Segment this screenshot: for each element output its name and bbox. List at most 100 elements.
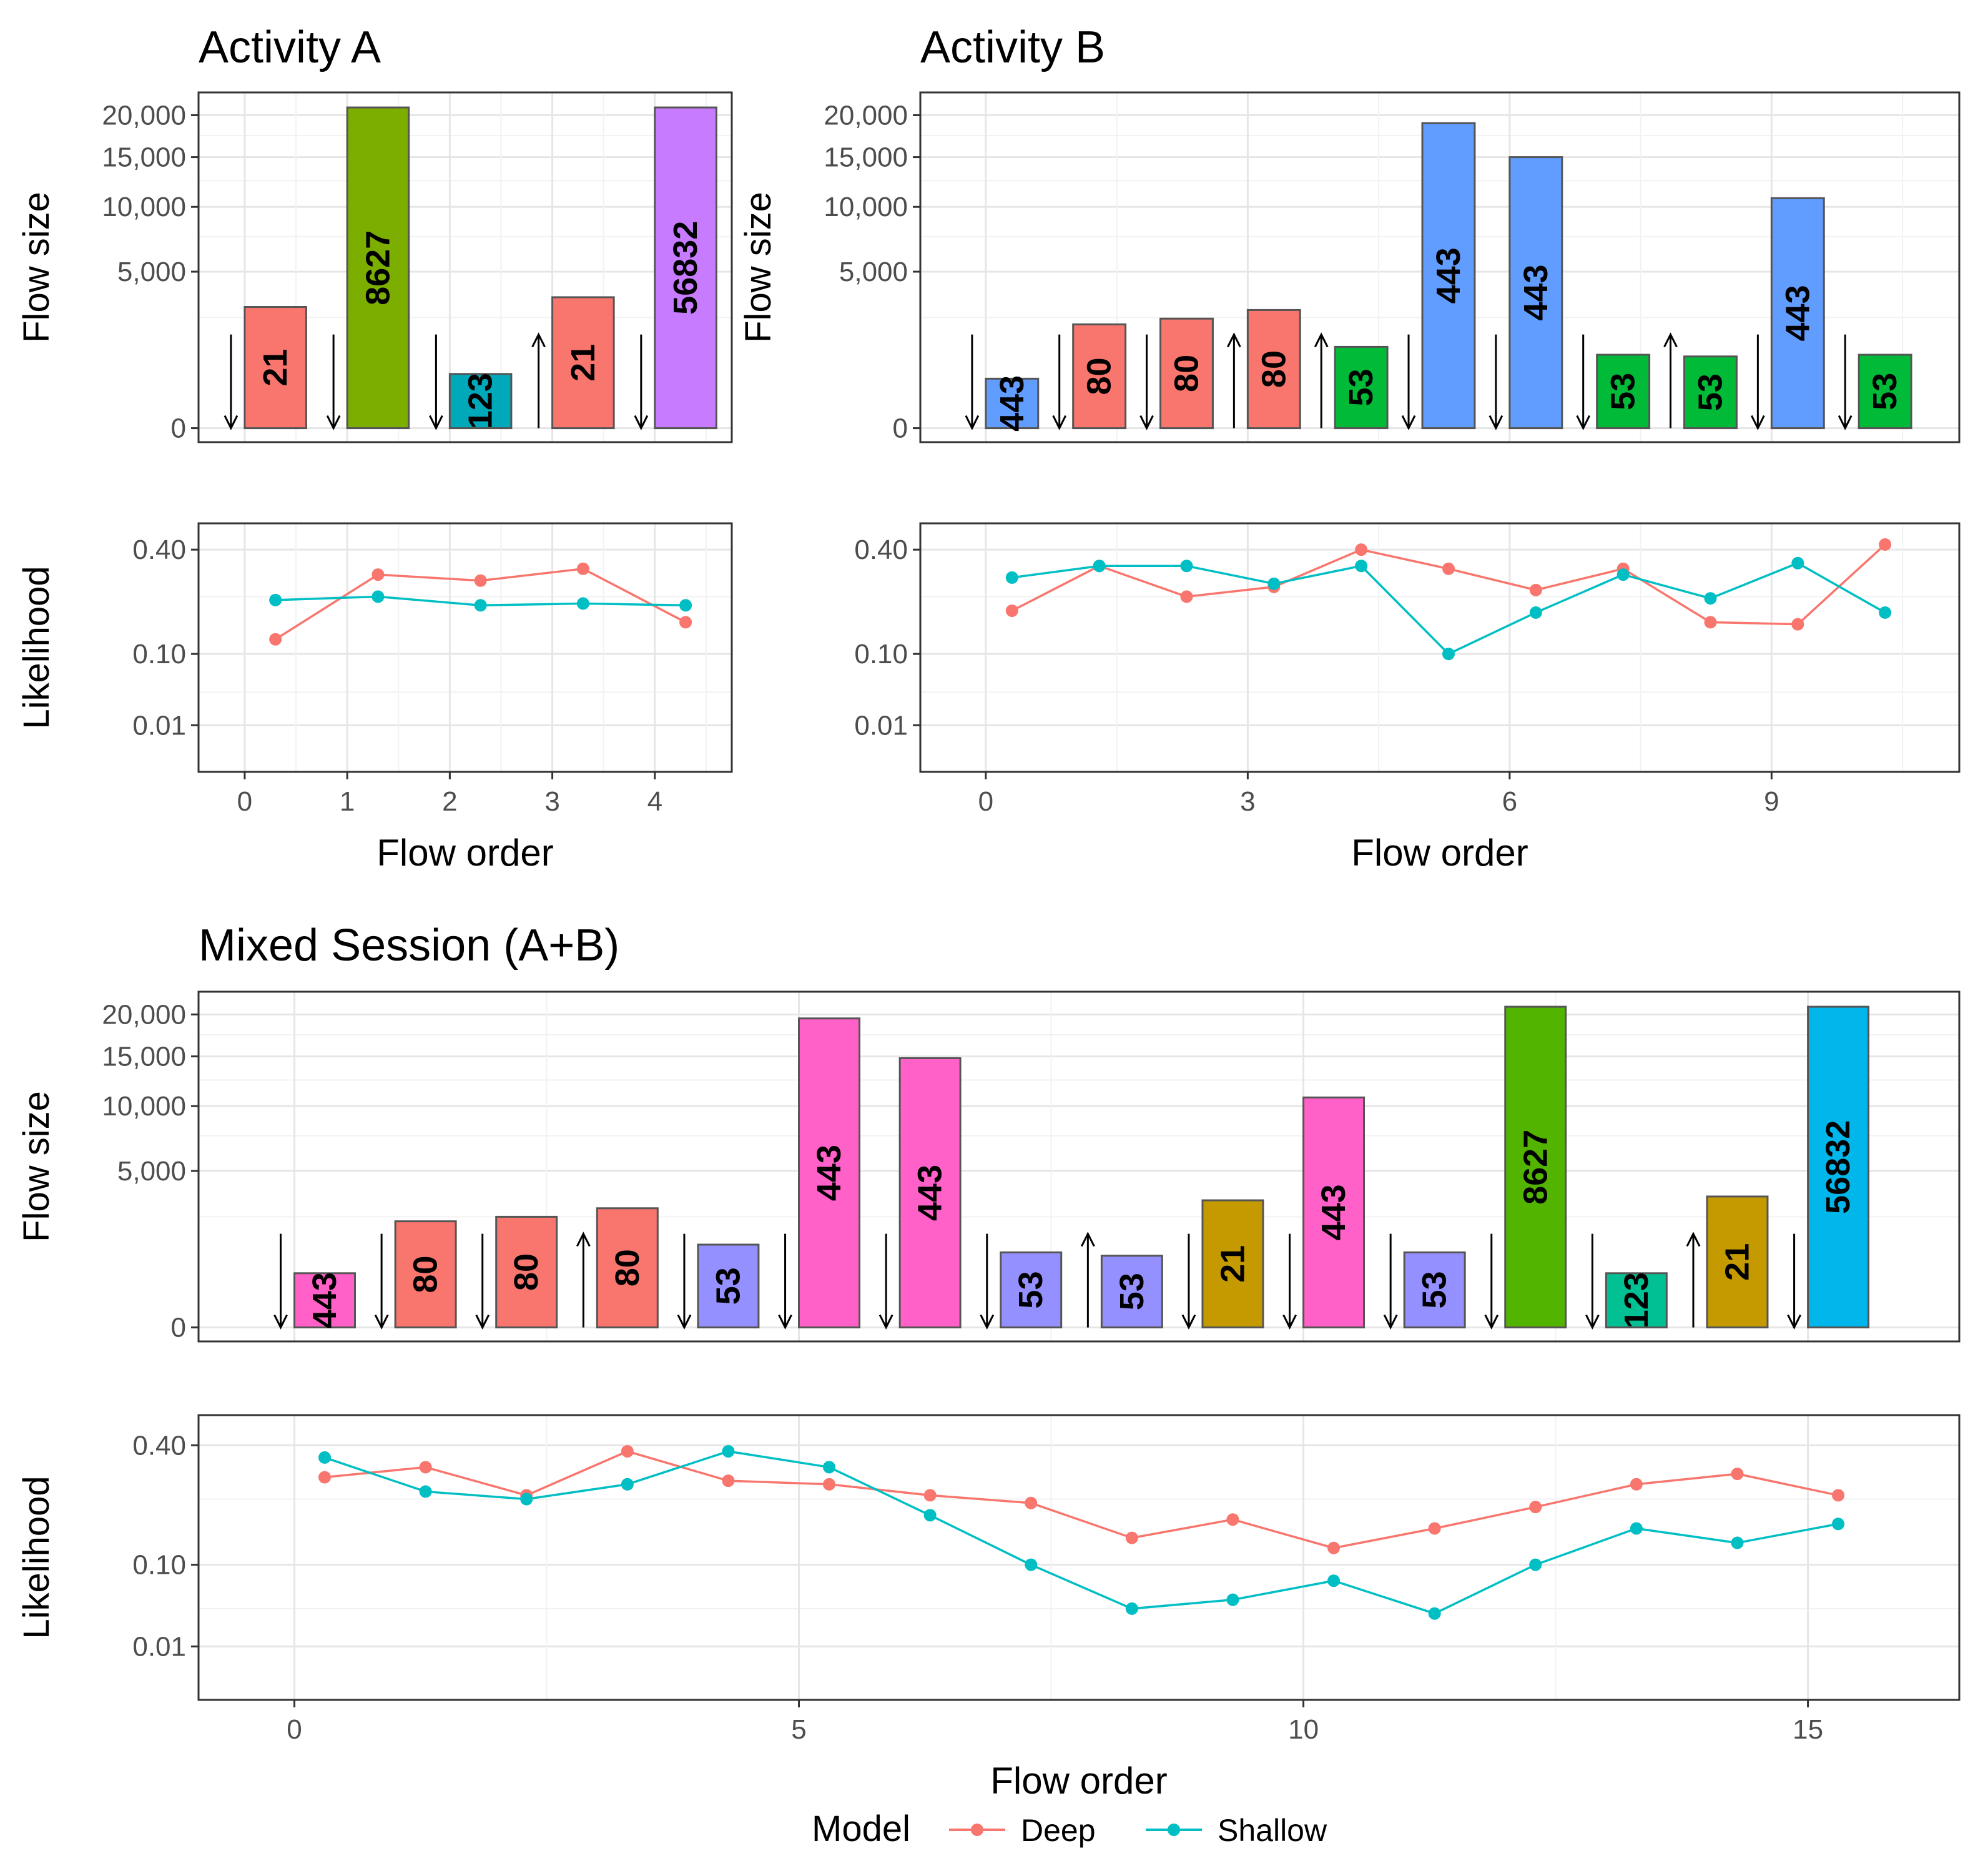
data-point-shallow bbox=[1529, 1558, 1542, 1571]
arrow-up-icon bbox=[531, 332, 546, 348]
y-tick-label: 0 bbox=[171, 413, 186, 444]
flow-bar bbox=[394, 1220, 457, 1329]
chart-title: Activity B bbox=[920, 22, 1105, 72]
x-tick-label: 2 bbox=[442, 786, 457, 817]
plot-border bbox=[197, 91, 733, 443]
arrow-up-icon bbox=[1081, 1232, 1095, 1247]
data-point-shallow bbox=[318, 1451, 332, 1464]
y-tick-label: 15,000 bbox=[102, 1042, 186, 1072]
arrow-down-icon bbox=[1751, 415, 1765, 430]
y-tick-label: 10,000 bbox=[824, 192, 908, 222]
arrow-down-icon bbox=[374, 1314, 389, 1330]
legend: Model Deep Shallow bbox=[812, 1809, 1327, 1849]
data-point-shallow bbox=[1180, 560, 1193, 573]
flow-bar bbox=[898, 1057, 962, 1329]
arrow-down-icon bbox=[1489, 415, 1503, 430]
y-axis-label: Likelihood bbox=[16, 1476, 57, 1639]
activityB-panel: 443 80 80 80 53 443 443 53 53 443 53 0 5,000 10,000 15… bbox=[738, 22, 1961, 444]
data-point-deep bbox=[1879, 538, 1892, 551]
bar-label: 443 bbox=[993, 375, 1031, 432]
mixed_lik-panel: 0.01 0.10 0.40 0 5 10 15 Flow order Likelihood bbox=[16, 1414, 1961, 1802]
data-point-shallow bbox=[1791, 556, 1804, 570]
y-tick-label: 0.10 bbox=[132, 639, 186, 669]
bar-label: 21 bbox=[1718, 1243, 1756, 1281]
bar-label: 443 bbox=[1517, 265, 1555, 321]
arrow-down-icon bbox=[1576, 415, 1591, 430]
legend-title: Model bbox=[812, 1809, 910, 1849]
data-point-deep bbox=[576, 562, 589, 575]
data-point-deep bbox=[679, 616, 692, 629]
flow-bar bbox=[1508, 156, 1563, 430]
flow-bar bbox=[1706, 1195, 1769, 1329]
bar-label: 443 bbox=[1779, 285, 1816, 341]
flow-bar bbox=[596, 1207, 659, 1329]
bar-label: 443 bbox=[912, 1165, 949, 1221]
bar-label: 80 bbox=[407, 1256, 445, 1293]
bar-label: 53 bbox=[1416, 1271, 1454, 1308]
arrow-up-icon bbox=[576, 1232, 591, 1247]
flow-bar bbox=[1072, 323, 1127, 430]
bar-label: 123 bbox=[462, 373, 499, 429]
y-tick-label: 10,000 bbox=[102, 192, 186, 222]
data-point-deep bbox=[1005, 604, 1018, 617]
series-line-deep bbox=[324, 1450, 1839, 1549]
data-point-shallow bbox=[269, 593, 282, 606]
data-point-deep bbox=[318, 1471, 332, 1484]
data-point-deep bbox=[474, 574, 487, 587]
y-tick-label: 10,000 bbox=[102, 1091, 186, 1122]
data-point-deep bbox=[1180, 590, 1193, 603]
data-point-shallow bbox=[372, 590, 385, 603]
data-point-deep bbox=[621, 1444, 634, 1458]
data-point-shallow bbox=[474, 599, 487, 612]
bar-label: 8627 bbox=[359, 230, 396, 305]
arrow-down-icon bbox=[224, 415, 239, 430]
plot-border bbox=[919, 522, 1961, 773]
bar-label: 53 bbox=[1605, 373, 1642, 410]
bar-label: 53 bbox=[709, 1267, 747, 1305]
x-axis-label: Flow order bbox=[376, 832, 553, 874]
data-point-shallow bbox=[1832, 1518, 1845, 1531]
x-axis-label: Flow order bbox=[1351, 832, 1528, 874]
y-tick-label: 0.10 bbox=[854, 639, 908, 669]
data-point-deep bbox=[372, 568, 385, 581]
flow-bar bbox=[1504, 1005, 1567, 1329]
flow-bar bbox=[1000, 1251, 1063, 1329]
x-tick-label: 4 bbox=[647, 786, 662, 817]
arrow-down-icon bbox=[965, 415, 980, 430]
flow-bar bbox=[1770, 197, 1825, 430]
data-point-deep bbox=[1832, 1489, 1845, 1502]
data-point-shallow bbox=[621, 1478, 634, 1491]
x-tick-label: 9 bbox=[1764, 786, 1779, 817]
arrow-down-icon bbox=[1838, 415, 1853, 430]
data-point-deep bbox=[1529, 583, 1542, 596]
flow-bar bbox=[1596, 353, 1651, 430]
flow-bar bbox=[448, 373, 513, 430]
y-tick-label: 0 bbox=[893, 413, 908, 444]
data-point-deep bbox=[1327, 1541, 1341, 1554]
y-tick-label: 20,000 bbox=[824, 100, 908, 131]
data-point-deep bbox=[1355, 543, 1368, 556]
arrow-up-icon bbox=[1227, 332, 1241, 348]
data-point-shallow bbox=[1125, 1602, 1138, 1615]
bar-label: 53 bbox=[1866, 373, 1904, 410]
y-tick-label: 0.01 bbox=[854, 710, 908, 741]
x-tick-label: 0 bbox=[237, 786, 252, 817]
data-point-shallow bbox=[1355, 560, 1368, 573]
data-point-shallow bbox=[1630, 1522, 1643, 1535]
series-line-shallow bbox=[324, 1450, 1839, 1615]
flow-bar bbox=[1683, 355, 1738, 430]
plot-background bbox=[199, 523, 732, 772]
bar-label: 53 bbox=[1342, 368, 1380, 406]
bar-label: 21 bbox=[257, 349, 294, 387]
data-point-deep bbox=[1226, 1513, 1239, 1526]
data-point-deep bbox=[1428, 1522, 1441, 1535]
arrow-down-icon bbox=[1787, 1314, 1801, 1330]
y-tick-label: 20,000 bbox=[102, 999, 186, 1030]
y-axis-label: Flow size bbox=[16, 1091, 57, 1242]
chart-title: Activity A bbox=[199, 22, 381, 72]
plot-background bbox=[199, 992, 1959, 1341]
data-point-deep bbox=[1529, 1501, 1542, 1514]
x-axis-label: Flow order bbox=[990, 1760, 1167, 1802]
arrow-down-icon bbox=[878, 1314, 893, 1330]
arrow-up-icon bbox=[1663, 332, 1678, 348]
